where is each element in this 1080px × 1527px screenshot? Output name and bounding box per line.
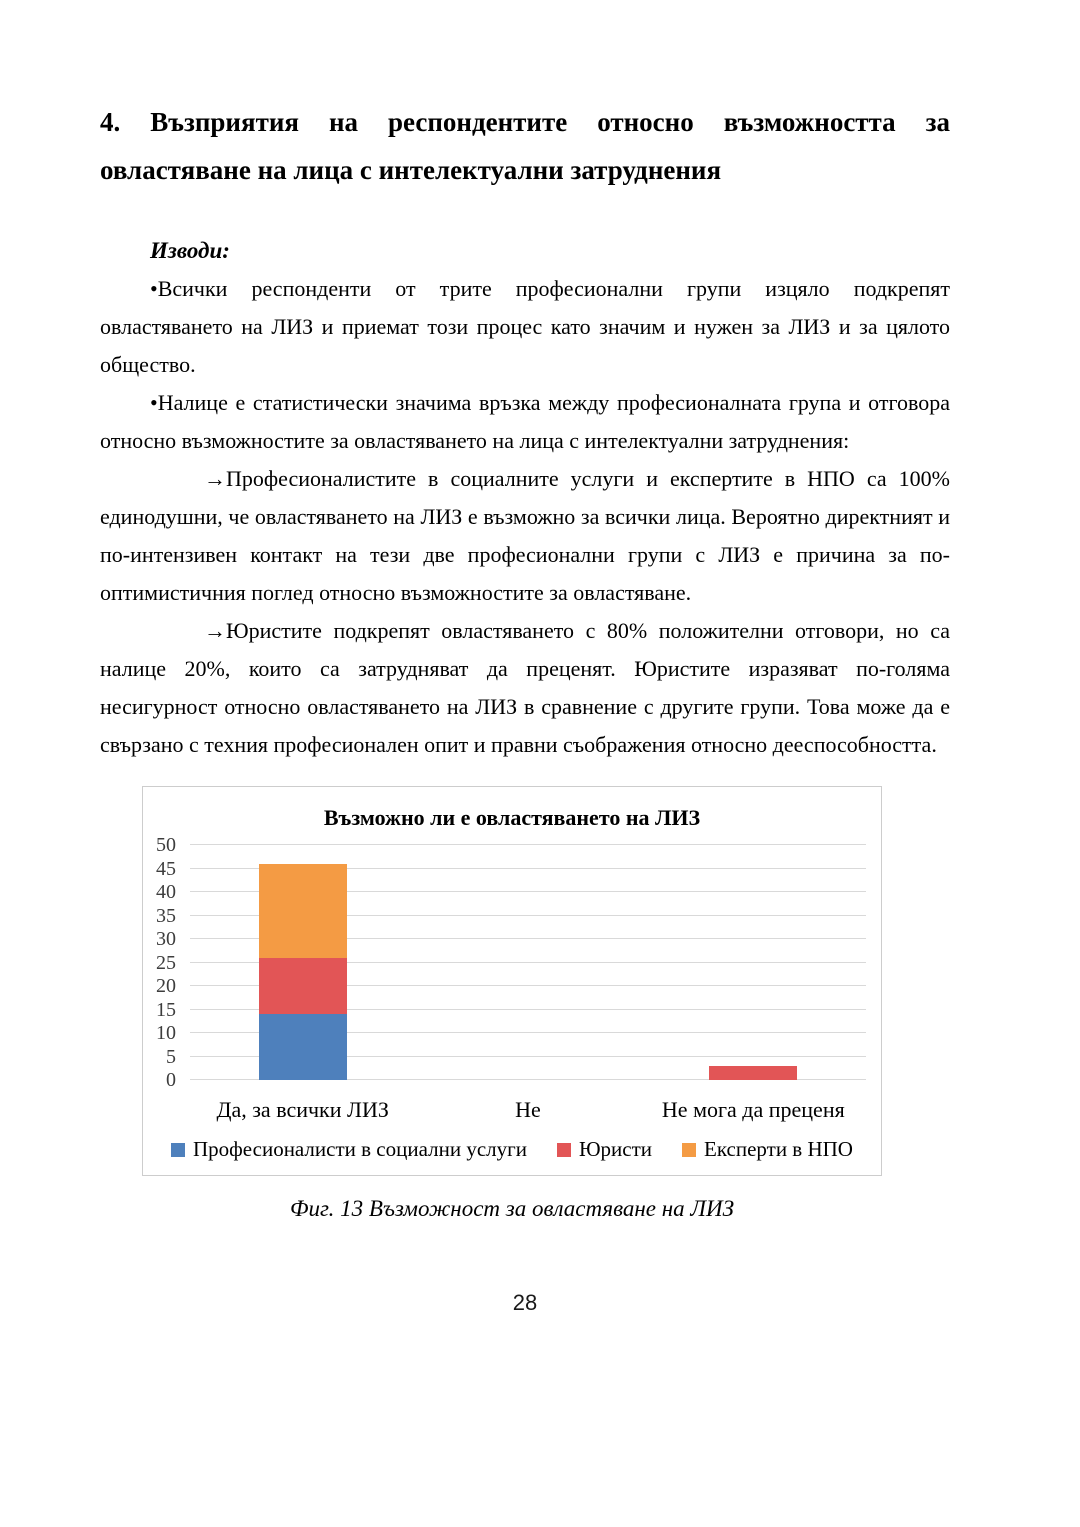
- bullet-paragraph: •Налице е статистически значима връзка м…: [100, 384, 950, 460]
- gridline: [190, 1079, 866, 1080]
- arrow-icon: →: [204, 618, 226, 643]
- y-axis-tick-label: 30: [156, 928, 176, 950]
- y-axis-tick-label: 10: [156, 1022, 176, 1044]
- y-axis-tick-label: 20: [156, 975, 176, 997]
- gridline: [190, 938, 866, 939]
- y-axis-tick-label: 15: [156, 998, 176, 1021]
- bullet-icon: •: [150, 390, 158, 415]
- figure-caption: Фиг. 13 Възможност за овластяване на ЛИЗ: [289, 1196, 735, 1221]
- bullet-text: Всички респонденти от трите професионалн…: [100, 276, 950, 377]
- legend-swatch: [682, 1142, 697, 1157]
- gridline: [190, 867, 866, 869]
- columns: [190, 845, 866, 1080]
- legend-swatch: [171, 1142, 186, 1157]
- y-axis-tick-label: 5: [166, 1045, 176, 1068]
- legend-label: Експерти в НПО: [704, 1137, 853, 1161]
- legend-swatch: [556, 1142, 571, 1157]
- y-axis-tick-label: 0: [166, 1069, 176, 1091]
- y-axis-tick-label: 50: [156, 834, 176, 856]
- gridline: [190, 1008, 866, 1010]
- gridline: [190, 961, 866, 963]
- bullet-text: Налице е статистически значима връзка ме…: [100, 390, 950, 453]
- bullet-icon: •: [150, 276, 158, 301]
- y-axis-tick-label: 25: [156, 951, 176, 974]
- category-column: [415, 845, 640, 1080]
- category-column: [190, 845, 415, 1080]
- plot-area: [190, 844, 866, 1080]
- gridline: [190, 985, 866, 986]
- gridline: [190, 914, 866, 916]
- legend-item: Юристи: [556, 1137, 653, 1162]
- bullet-paragraph: •Всички респонденти от трите професионал…: [100, 270, 950, 384]
- bar-segment: [258, 957, 347, 1015]
- bar-segment: [258, 1014, 347, 1080]
- y-axis-tick-label: 45: [156, 857, 176, 880]
- page-number: 28: [512, 1290, 538, 1315]
- section-heading: 4. Възприятия на респондентите относно в…: [100, 107, 950, 185]
- bar-stack: [484, 845, 572, 1080]
- chart-title: Възможно ли е овластяването на ЛИЗ: [323, 805, 701, 830]
- gridline: [190, 891, 866, 892]
- bar-segment: [709, 1065, 798, 1080]
- legend-item: Експерти в НПО: [682, 1137, 853, 1162]
- x-axis-label: Не: [515, 1097, 541, 1122]
- x-axis-label: Да, за всички ЛИЗ: [216, 1097, 389, 1122]
- gridline: [190, 1055, 866, 1057]
- arrow-icon: →: [204, 466, 226, 491]
- conclusions-label: Изводи:: [150, 238, 230, 263]
- legend-label: Професионалисти в социални услуги: [193, 1137, 527, 1161]
- arrow-text: Юристите подкрепят овластяването с 80% п…: [100, 618, 950, 757]
- bar-stack: [709, 845, 798, 1080]
- chart-legend: Професионалисти в социални услуги Юристи Е…: [143, 1137, 881, 1162]
- arrow-paragraph: →Юристите подкрепят овластяването с 80% …: [100, 612, 950, 764]
- legend-item: Професионалисти в социални услуги: [171, 1137, 527, 1162]
- y-axis: 0 5 10 15 20 25 30 35 40 45 50: [143, 835, 181, 1090]
- y-axis-tick-label: 40: [156, 881, 176, 903]
- x-axis-labels: Да, за всички ЛИЗ Не Не мога да преценя: [190, 1097, 866, 1123]
- y-axis-tick-label: 35: [156, 904, 176, 927]
- gridline: [190, 1032, 866, 1033]
- legend-label: Юристи: [578, 1137, 653, 1161]
- arrow-paragraph: →Професионалистите в социалните услуги и…: [100, 460, 950, 612]
- document-page: 4. Възприятия на респондентите относно в…: [100, 107, 950, 1315]
- gridline: [190, 844, 866, 845]
- bar-stack: [258, 845, 347, 1080]
- figure-box: Възможно ли е овластяването на ЛИЗ 0 5 10 1…: [142, 786, 882, 1176]
- bar-segment: [258, 863, 347, 958]
- category-column: [641, 845, 866, 1080]
- x-axis-label: Не мога да преценя: [661, 1097, 845, 1122]
- arrow-text: Професионалистите в социалните услуги и …: [100, 466, 950, 605]
